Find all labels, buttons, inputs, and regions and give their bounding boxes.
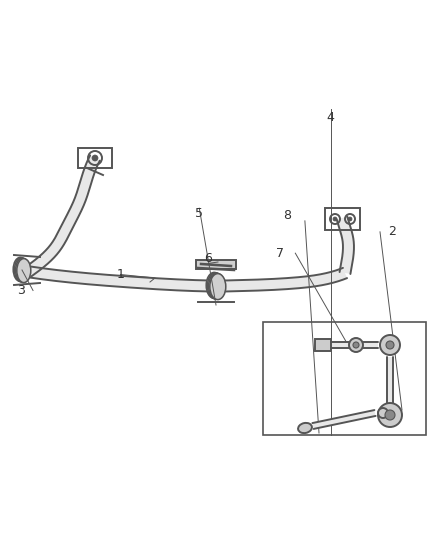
- Circle shape: [378, 403, 402, 427]
- Text: 4: 4: [327, 111, 335, 124]
- Ellipse shape: [16, 258, 30, 282]
- Polygon shape: [331, 342, 378, 348]
- Circle shape: [349, 338, 363, 352]
- Ellipse shape: [298, 423, 312, 433]
- Polygon shape: [386, 357, 393, 403]
- Circle shape: [385, 410, 395, 420]
- Ellipse shape: [206, 272, 222, 298]
- Circle shape: [380, 335, 400, 355]
- Text: 8: 8: [283, 209, 291, 222]
- Circle shape: [92, 155, 98, 161]
- Polygon shape: [225, 268, 347, 292]
- Text: 3: 3: [17, 284, 25, 297]
- Circle shape: [378, 408, 388, 418]
- Ellipse shape: [208, 273, 225, 299]
- Circle shape: [333, 217, 337, 221]
- Ellipse shape: [14, 258, 28, 282]
- Polygon shape: [196, 260, 236, 269]
- Polygon shape: [312, 410, 376, 429]
- Text: 7: 7: [276, 247, 284, 260]
- Ellipse shape: [17, 259, 31, 282]
- Text: 5: 5: [195, 207, 203, 220]
- Text: 2: 2: [388, 225, 396, 238]
- Ellipse shape: [208, 273, 223, 299]
- Polygon shape: [337, 216, 354, 274]
- FancyBboxPatch shape: [315, 339, 331, 351]
- Circle shape: [386, 341, 394, 349]
- Polygon shape: [29, 266, 210, 292]
- Ellipse shape: [13, 257, 27, 281]
- Text: 6: 6: [204, 252, 212, 265]
- Ellipse shape: [210, 273, 226, 300]
- Circle shape: [348, 217, 352, 221]
- Circle shape: [353, 342, 359, 348]
- Text: 1: 1: [117, 268, 124, 281]
- Polygon shape: [25, 156, 100, 277]
